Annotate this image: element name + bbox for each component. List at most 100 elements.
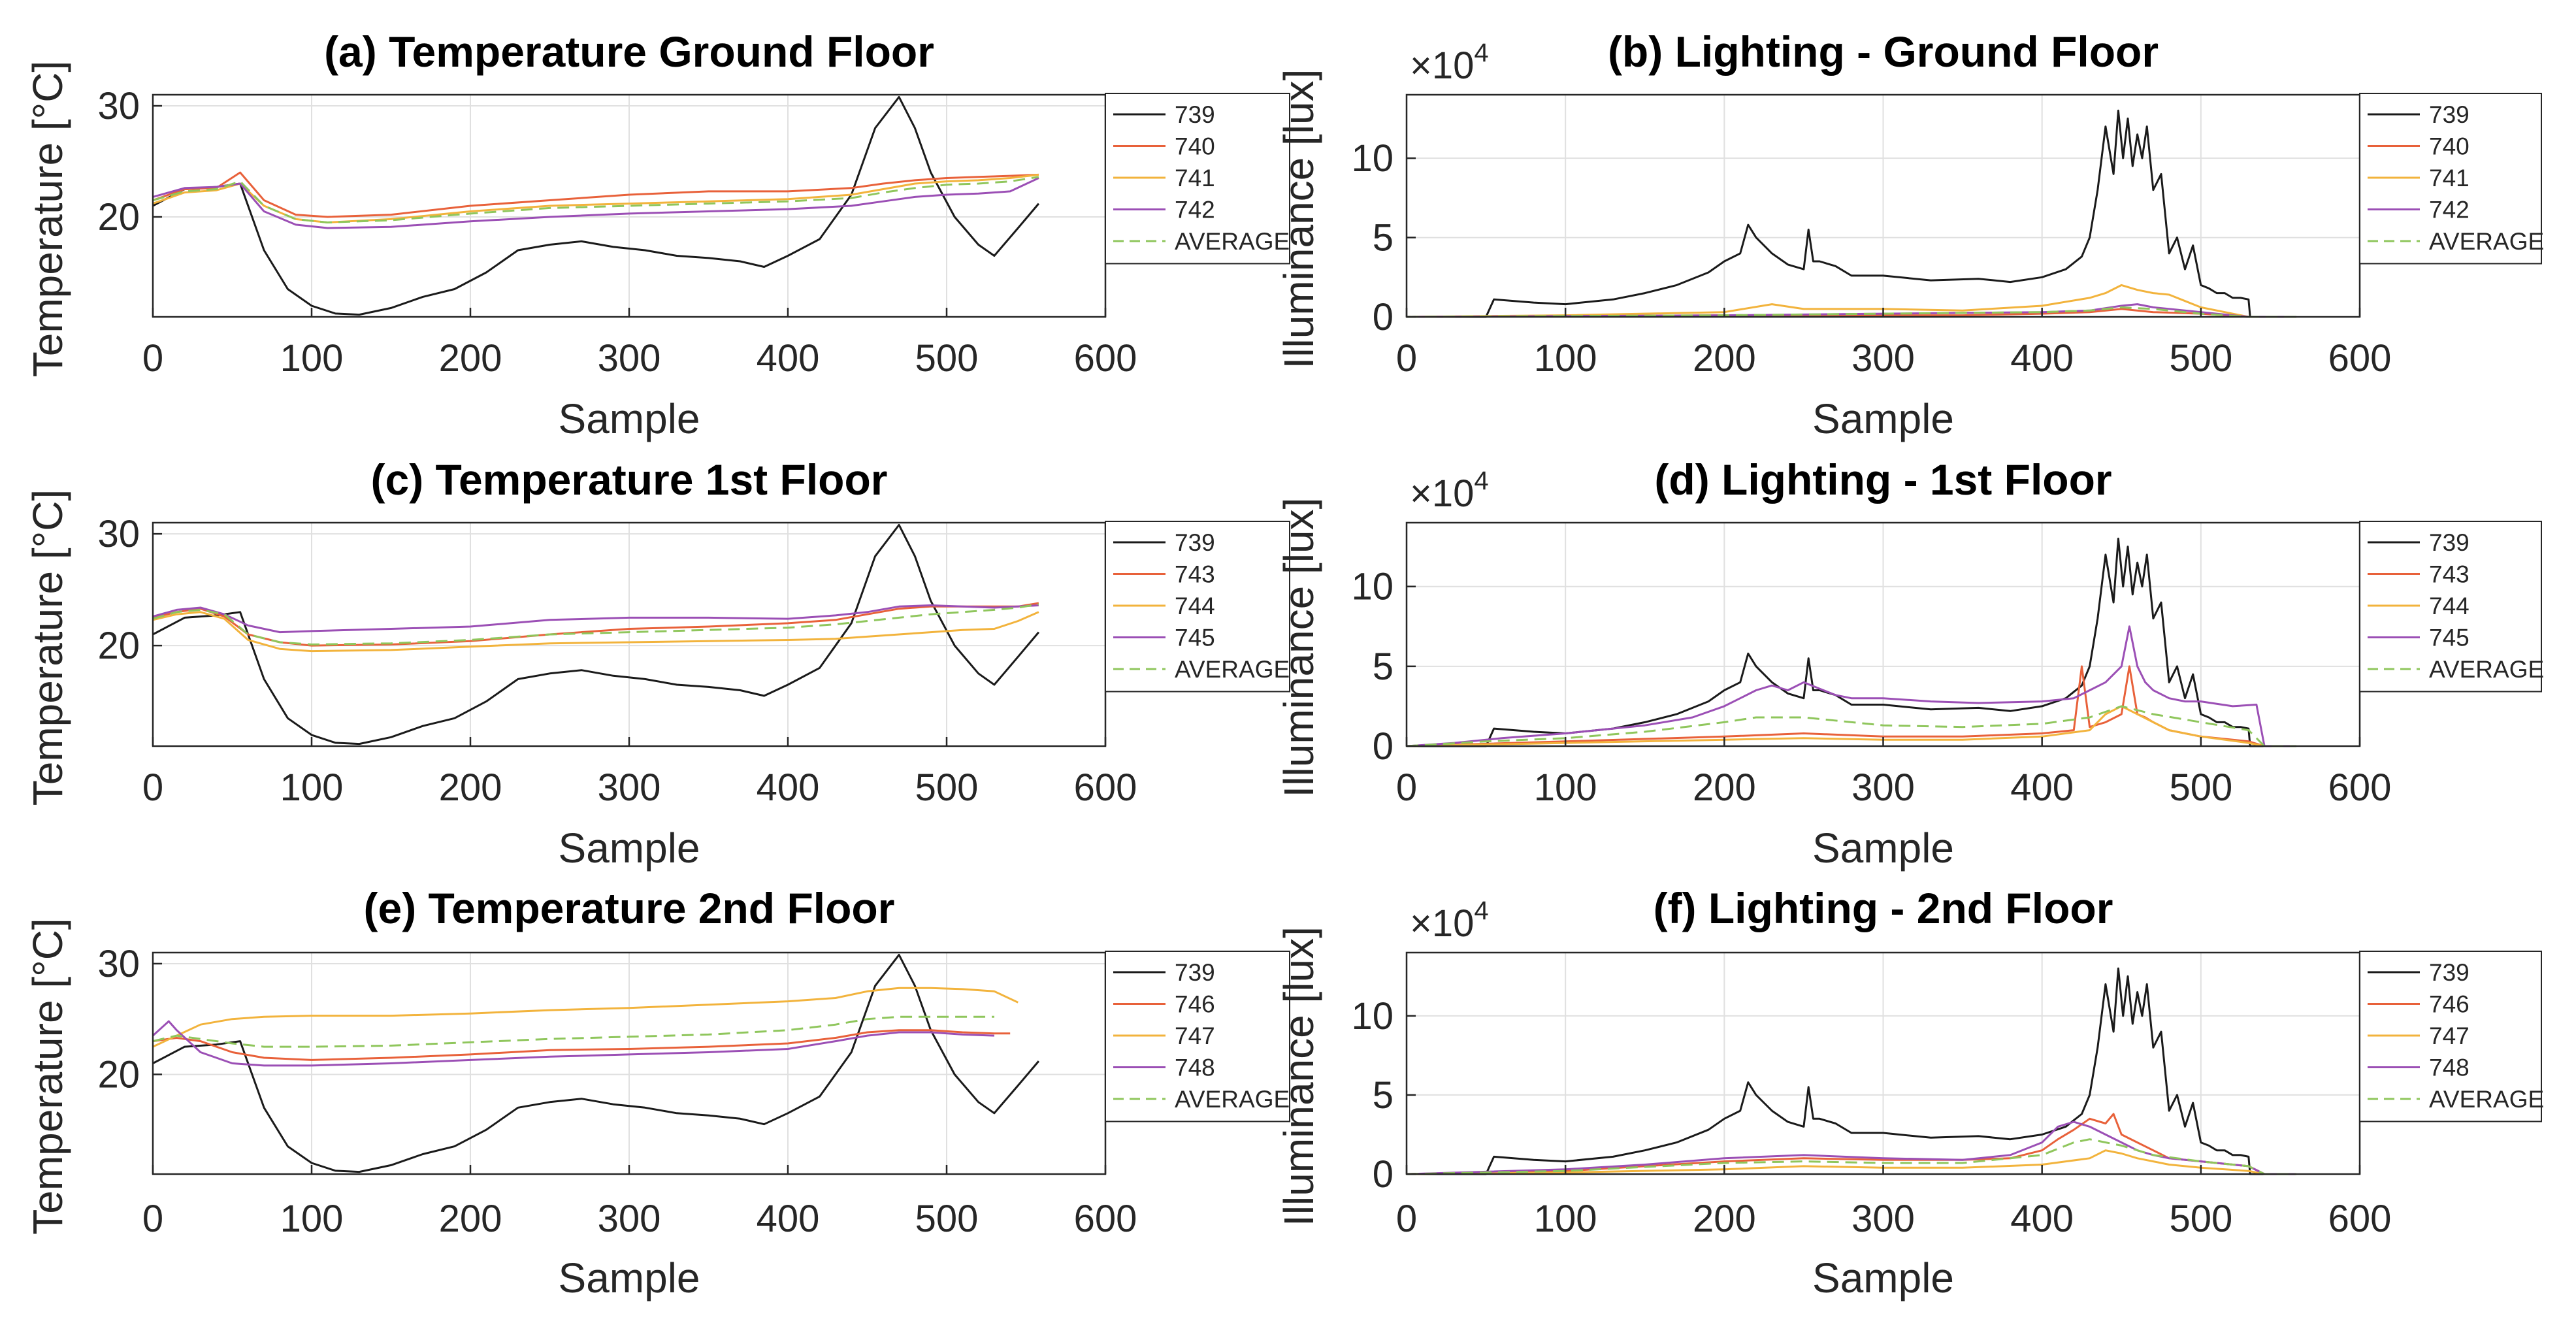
y-tick-label: 0 [1373,725,1394,768]
series-line-741 [1406,284,2296,318]
legend-label: 740 [1175,133,1215,160]
legend-label: 739 [1175,959,1215,986]
x-tick-label: 400 [2010,337,2074,380]
series-line-average [152,603,1039,646]
legend-label: 742 [1175,197,1215,223]
x-axis-label: Sample [1812,395,1954,442]
legend-label: 745 [2429,625,2470,651]
x-tick-label: 500 [2169,1198,2232,1240]
x-tick-label: 100 [1534,337,1597,380]
x-tick-label: 500 [2169,337,2232,380]
chart-title: (b) Lighting - Ground Floor [1608,27,2159,76]
y-exponent-power: 4 [1474,896,1488,925]
legend-label: 746 [2429,991,2470,1018]
x-tick-label: 600 [1074,766,1137,809]
chart-title: (f) Lighting - 2nd Floor [1654,884,2113,932]
y-tick-label: 20 [97,1053,140,1096]
x-tick-label: 500 [915,766,979,809]
series-line-average [152,176,1039,223]
x-tick-label: 100 [280,1198,344,1240]
x-tick-label: 0 [142,337,163,380]
y-exponent-label: ×104 [1410,466,1489,515]
y-exponent-power: 4 [1474,39,1488,67]
x-tick-label: 300 [1851,766,1915,809]
legend-label: AVERAGE [2429,1086,2544,1113]
x-tick-label: 300 [598,1198,661,1240]
x-tick-label: 400 [757,766,820,809]
x-tick-label: 0 [142,1198,163,1240]
x-tick-label: 500 [2169,766,2232,809]
y-exponent-power: 4 [1474,466,1488,495]
x-tick-label: 200 [439,337,502,380]
series-line-average [1406,1138,2296,1175]
x-tick-label: 600 [2328,1198,2392,1240]
x-tick-label: 200 [1693,337,1756,380]
series-line-745 [1406,625,2296,747]
legend-label: 739 [2429,101,2470,128]
y-tick-label: 30 [97,85,140,127]
legend-label: 739 [2429,529,2470,556]
legend-label: 739 [1175,101,1215,128]
x-tick-label: 300 [598,337,661,380]
legend-label: 741 [1175,165,1215,191]
x-tick-label: 300 [1851,1198,1915,1240]
x-tick-label: 400 [2010,766,2074,809]
y-tick-label: 10 [1351,995,1394,1038]
series-line-739 [152,953,1040,1173]
y-axis-label: Illuminance [lux] [1275,926,1322,1226]
series-line-745 [152,604,1039,634]
series-line-average [1406,306,2296,318]
x-tick-label: 0 [1396,1198,1417,1240]
series-line-748 [152,1020,994,1067]
chart-panel-3: 0 100 200 300 400 500 600 20 30 (c) Temperature 1… [24,455,1290,872]
y-axis-label: Illuminance [lux] [1275,69,1322,369]
x-tick-label: 600 [2328,337,2392,380]
legend-label: 742 [2429,197,2470,223]
legend-label: 740 [2429,133,2470,160]
series-line-739 [1407,109,2296,318]
legend-label: AVERAGE [2429,656,2544,683]
x-tick-label: 0 [1396,766,1417,809]
y-exponent-label: ×104 [1410,39,1489,87]
series-line-742 [152,177,1039,229]
legend-label: 743 [2429,561,2470,588]
chart-panel-6: 0 100 200 300 400 500 600 0 5 10 (f) Lighting - 2n… [1275,884,2544,1301]
x-tick-label: 100 [280,337,344,380]
x-axis-label: Sample [1812,825,1954,872]
y-tick-label: 20 [97,625,140,667]
legend-label: 741 [2429,165,2470,191]
x-tick-label: 100 [1534,1198,1597,1240]
legend-label: AVERAGE [2429,228,2544,255]
y-exponent-label: ×104 [1410,896,1489,945]
x-axis-label: Sample [559,825,700,872]
x-tick-label: 500 [915,1198,979,1240]
y-tick-label: 20 [97,196,140,238]
x-tick-label: 600 [1074,337,1137,380]
series-line-747 [1406,1149,2296,1175]
y-tick-label: 5 [1373,646,1394,688]
series-line-744 [1406,705,2296,747]
y-tick-label: 5 [1373,217,1394,259]
legend-label: 739 [2429,959,2470,986]
legend-label: AVERAGE [1175,656,1290,683]
y-tick-label: 10 [1351,137,1394,180]
x-tick-label: 500 [915,337,979,380]
legend-label: 739 [1175,529,1215,556]
x-tick-label: 100 [1534,766,1597,809]
series-line-average [152,1015,994,1048]
x-tick-label: 200 [439,766,502,809]
legend-label: 748 [1175,1055,1215,1081]
x-tick-label: 0 [142,766,163,809]
chart-panel-4: 0 100 200 300 400 500 600 0 5 10 (d) Lighting - 1s… [1275,455,2544,872]
legend-label: 747 [1175,1022,1215,1049]
y-tick-label: 30 [97,513,140,555]
chart-title: (a) Temperature Ground Floor [324,27,934,76]
x-tick-label: 300 [1851,337,1915,380]
x-tick-label: 300 [598,766,661,809]
series-line-746 [152,1029,1011,1061]
chart-title: (e) Temperature 2nd Floor [364,884,895,932]
legend-label: 746 [1175,991,1215,1018]
series-line-739 [1407,537,2296,747]
chart-panel-2: 0 100 200 300 400 500 600 0 5 10 (b) Lighting - Gr… [1275,27,2544,442]
x-tick-label: 400 [757,337,820,380]
